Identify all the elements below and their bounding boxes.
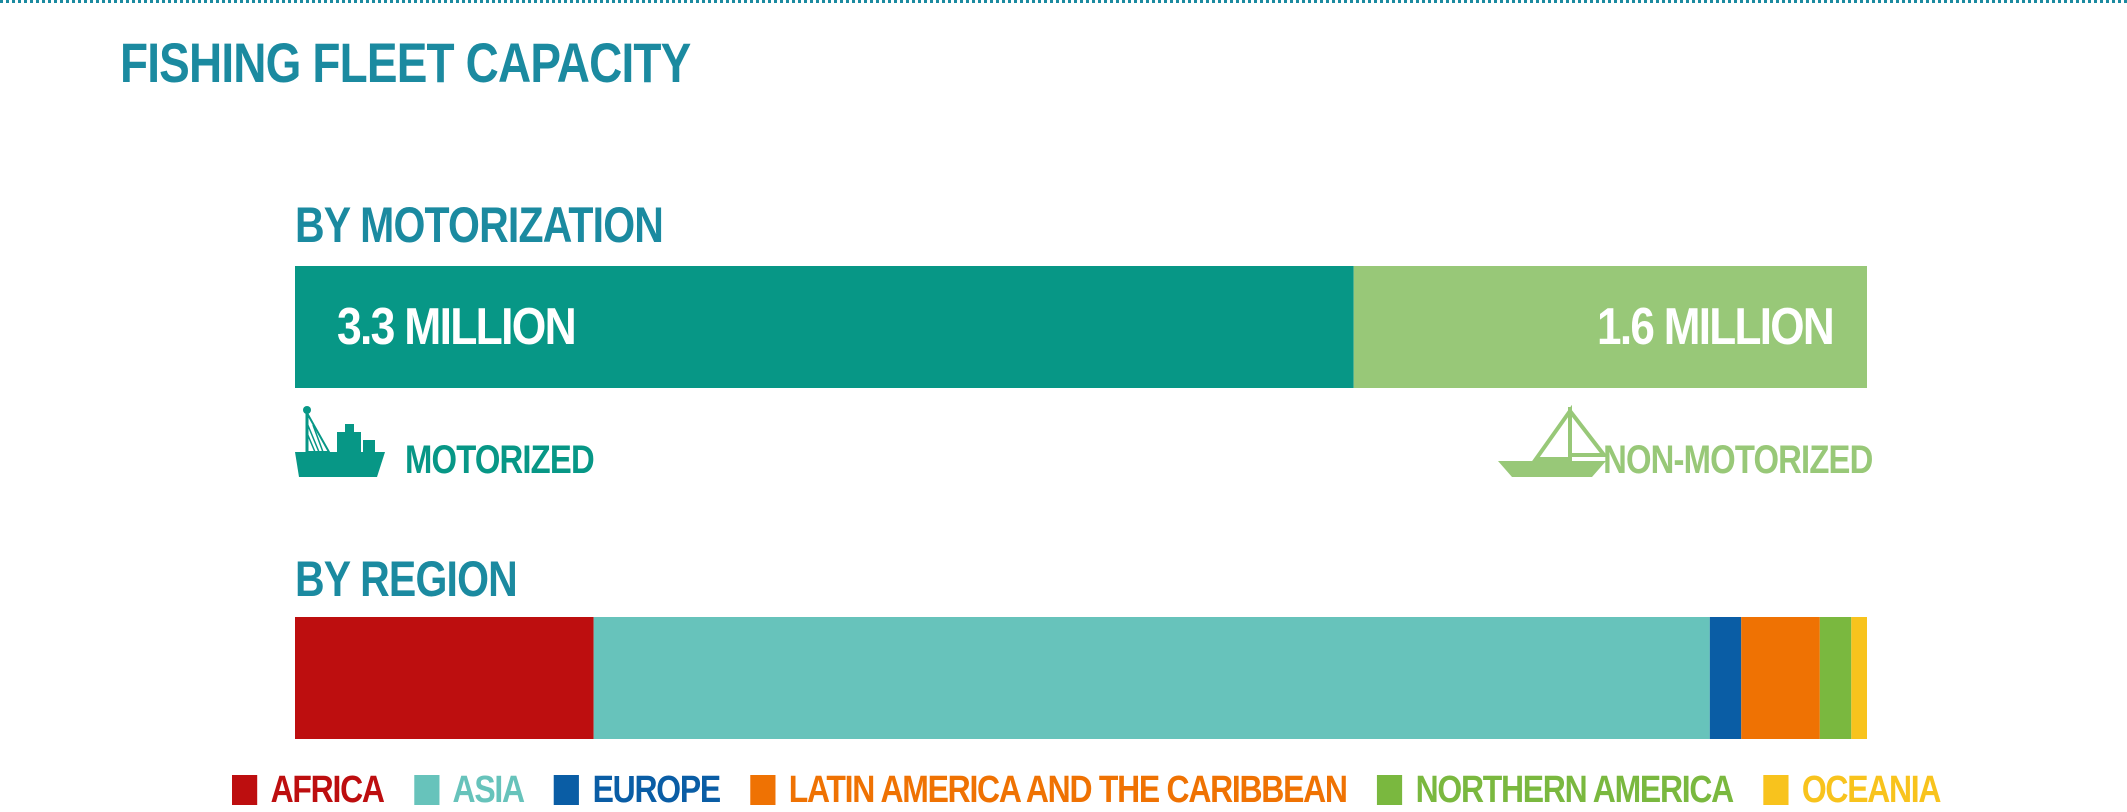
region-bar-segment-oceania	[1851, 617, 1867, 739]
legend-swatch-asia	[413, 775, 440, 805]
motorization-section-title: BY MOTORIZATION	[295, 197, 664, 253]
region-bar-segment-asia	[593, 617, 1710, 739]
legend-item-asia: ASIA	[413, 768, 525, 812]
legend-label-europe: EUROPE	[592, 768, 722, 811]
legend-swatch-europe	[554, 775, 580, 805]
legend-item-africa: AFRICA	[232, 768, 385, 812]
legend-swatch-africa	[232, 775, 258, 805]
top-dotted-rule	[0, 0, 2127, 3]
region-bar-segment-africa	[295, 617, 594, 739]
region-bar-segment-europe	[1709, 617, 1742, 739]
legend-swatch-latin-america-and-the-caribbean	[750, 775, 776, 805]
region-legend: AFRICA ASIA EUROPE LATIN AMERICA AND THE CA…	[232, 768, 1970, 812]
non-motorized-label: NON-MOTORIZED	[1602, 438, 1873, 482]
legend-label-latin-america-and-the-caribbean: LATIN AMERICA AND THE CARIBBEAN	[788, 768, 1348, 811]
legend-label-oceania: OCEANIA	[1801, 768, 1942, 811]
motor-fishing-boat-icon	[293, 405, 388, 485]
motorized-bar-segment	[295, 266, 1354, 388]
legend-item-europe: EUROPE	[554, 768, 722, 812]
legend-swatch-oceania	[1763, 775, 1789, 805]
legend-label-africa: AFRICA	[270, 768, 385, 811]
motorized-label: MOTORIZED	[405, 438, 595, 482]
region-section-title: BY REGION	[295, 551, 518, 607]
legend-label-asia: ASIA	[452, 768, 525, 811]
region-bar-segment-latin-america-and-the-caribbean	[1741, 617, 1820, 739]
legend-swatch-northern-america	[1376, 775, 1403, 805]
motorized-value-label: 3.3 MILLION	[337, 298, 575, 356]
legend-item-latin-america-and-the-caribbean: LATIN AMERICA AND THE CARIBBEAN	[750, 768, 1348, 812]
non-motorized-bar-segment	[1353, 266, 1867, 388]
legend-label-northern-america: NORTHERN AMERICA	[1415, 768, 1735, 811]
region-bar-segment-northern-america	[1819, 617, 1852, 739]
non-motorized-value-label: 1.6 MILLION	[1597, 298, 1833, 356]
sailboat-icon	[1498, 404, 1610, 485]
legend-item-oceania: OCEANIA	[1763, 768, 1942, 812]
chart-title: FISHING FLEET CAPACITY	[120, 31, 691, 94]
legend-item-northern-america: NORTHERN AMERICA	[1376, 768, 1735, 812]
